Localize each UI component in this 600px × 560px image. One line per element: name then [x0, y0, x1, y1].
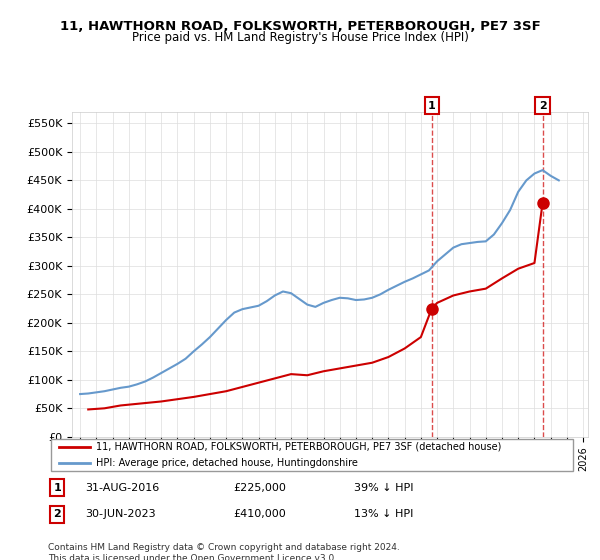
Text: 1: 1 — [53, 483, 61, 493]
Text: 30-JUN-2023: 30-JUN-2023 — [85, 509, 155, 519]
Text: 2: 2 — [539, 100, 547, 110]
Text: Price paid vs. HM Land Registry's House Price Index (HPI): Price paid vs. HM Land Registry's House … — [131, 31, 469, 44]
Text: 1: 1 — [428, 100, 436, 110]
Text: Contains HM Land Registry data © Crown copyright and database right 2024.
This d: Contains HM Land Registry data © Crown c… — [48, 543, 400, 560]
FancyBboxPatch shape — [50, 438, 574, 472]
Text: 31-AUG-2016: 31-AUG-2016 — [85, 483, 159, 493]
Text: 13% ↓ HPI: 13% ↓ HPI — [354, 509, 413, 519]
Text: 39% ↓ HPI: 39% ↓ HPI — [354, 483, 414, 493]
Text: £410,000: £410,000 — [233, 509, 286, 519]
Text: 11, HAWTHORN ROAD, FOLKSWORTH, PETERBOROUGH, PE7 3SF (detached house): 11, HAWTHORN ROAD, FOLKSWORTH, PETERBORO… — [95, 442, 501, 452]
Text: 11, HAWTHORN ROAD, FOLKSWORTH, PETERBOROUGH, PE7 3SF: 11, HAWTHORN ROAD, FOLKSWORTH, PETERBORO… — [59, 20, 541, 32]
Text: HPI: Average price, detached house, Huntingdonshire: HPI: Average price, detached house, Hunt… — [95, 458, 358, 468]
Text: £225,000: £225,000 — [233, 483, 286, 493]
Text: 2: 2 — [53, 509, 61, 519]
